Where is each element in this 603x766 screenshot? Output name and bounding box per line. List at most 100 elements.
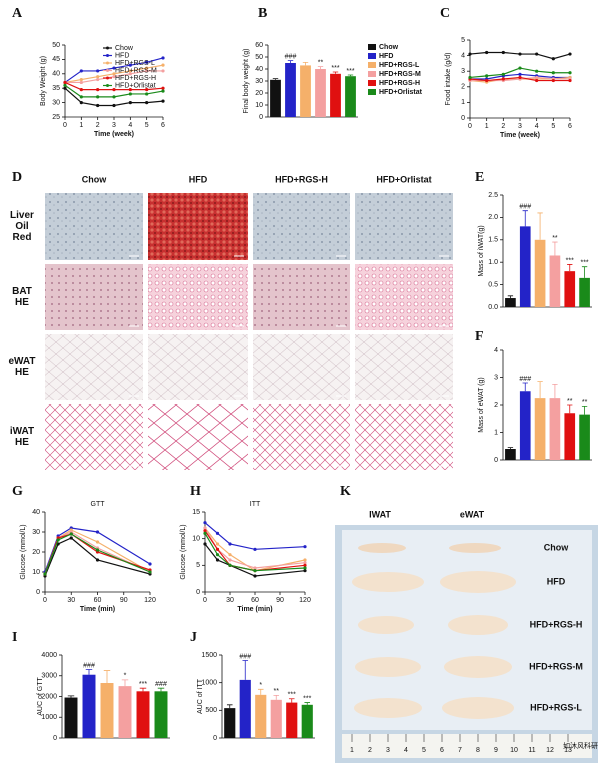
x-tick-label: 30	[226, 597, 234, 604]
data-point	[161, 89, 165, 93]
panel-letter: D	[12, 170, 22, 185]
ruler-number: 4	[404, 747, 408, 754]
data-point	[69, 536, 73, 540]
significance: ***	[288, 692, 296, 699]
legend-swatch	[368, 80, 376, 86]
y-tick-label: 1500	[201, 652, 217, 659]
data-point	[228, 542, 232, 546]
legend-label: HFD+Orlistat	[115, 82, 156, 89]
panel-letter: B	[258, 6, 267, 21]
error-bar	[157, 687, 165, 692]
y-tick-label: 10	[32, 569, 40, 576]
legend-label: Chow	[379, 44, 399, 51]
data-point	[303, 563, 307, 567]
error-bar	[567, 404, 573, 414]
ruler-number: 8	[476, 747, 480, 754]
bar	[519, 391, 531, 460]
data-point	[468, 75, 472, 80]
data-point	[303, 561, 307, 565]
significance: ***	[566, 257, 574, 264]
y-tick-label: 0	[196, 589, 200, 596]
data-point	[485, 78, 489, 83]
y-tick-label: 25	[52, 114, 60, 121]
ruler	[342, 734, 592, 758]
error-bar	[287, 60, 294, 63]
data-point	[112, 75, 116, 79]
y-tick-label: 15	[192, 509, 200, 516]
y-tick-label: 3000	[41, 673, 57, 680]
data-point	[112, 95, 116, 99]
data-point	[79, 80, 83, 85]
x-axis-label: Time (week)	[500, 132, 540, 139]
y-tick-label: 20	[32, 549, 40, 556]
x-tick-label: 120	[299, 597, 311, 604]
y-axis-label: Mass of eWAT (g)	[478, 377, 485, 433]
micrograph	[148, 334, 248, 400]
bar	[315, 69, 326, 117]
ruler-number: 3	[386, 747, 390, 754]
significance: ###	[83, 662, 95, 669]
data-point	[128, 92, 132, 96]
significance: **	[552, 235, 558, 242]
data-point	[568, 52, 572, 56]
data-point	[79, 88, 83, 92]
ruler-number: 6	[440, 747, 444, 754]
data-point	[145, 66, 149, 70]
data-point	[535, 52, 539, 56]
ruler-number: 7	[458, 747, 462, 754]
data-point	[215, 547, 220, 551]
panel-letter: I	[12, 630, 17, 645]
y-axis-label: Glucose (mmol/L)	[180, 524, 187, 579]
data-point	[161, 99, 165, 103]
x-axis-label: Time (min)	[80, 606, 115, 613]
bar	[579, 414, 590, 460]
data-point	[203, 526, 207, 530]
watermark: 如沐风科研	[563, 741, 598, 750]
column-header: Chow	[82, 174, 107, 184]
legend-label: HFD+RGS-M	[379, 71, 421, 78]
significance: ###	[519, 376, 531, 383]
legend-label: HFD+RGS-H	[379, 80, 420, 87]
row-label: Liver	[10, 210, 34, 221]
y-tick-label: 4000	[41, 652, 57, 659]
x-tick-label: 5	[551, 123, 555, 130]
data-point	[303, 558, 307, 562]
tissue	[354, 698, 422, 718]
data-point	[96, 103, 100, 108]
y-tick-label: 30	[255, 78, 263, 85]
x-axis-label: Time (min)	[237, 606, 272, 613]
y-tick-label: 40	[52, 71, 60, 78]
error-bar	[552, 383, 558, 399]
data-point	[518, 72, 522, 76]
legend-marker	[106, 46, 109, 50]
bar	[549, 398, 561, 460]
ruler-number: 5	[422, 747, 426, 754]
column-header: HFD	[189, 174, 208, 184]
significance: ***	[303, 695, 311, 702]
error-bar	[304, 702, 311, 705]
data-point	[95, 558, 100, 562]
data-point	[568, 71, 572, 75]
data-point	[518, 66, 522, 70]
significance: **	[274, 688, 280, 695]
data-point	[63, 86, 67, 90]
data-point	[228, 563, 232, 567]
x-tick-label: 120	[144, 597, 156, 604]
micrograph	[148, 404, 248, 470]
error-bar	[103, 670, 111, 684]
tissue	[444, 656, 512, 678]
ruler-number: 12	[546, 747, 554, 754]
bar	[564, 413, 576, 460]
ruler-number: 1	[350, 747, 354, 754]
legend-swatch	[368, 62, 376, 68]
data-point	[535, 69, 539, 73]
data-point	[95, 548, 100, 552]
y-tick-label: 5	[196, 562, 200, 569]
x-tick-label: 5	[145, 122, 149, 129]
column-header: eWAT	[460, 509, 485, 519]
data-point	[63, 80, 67, 85]
data-point	[43, 572, 47, 576]
data-point	[253, 569, 257, 573]
data-point	[501, 77, 505, 81]
